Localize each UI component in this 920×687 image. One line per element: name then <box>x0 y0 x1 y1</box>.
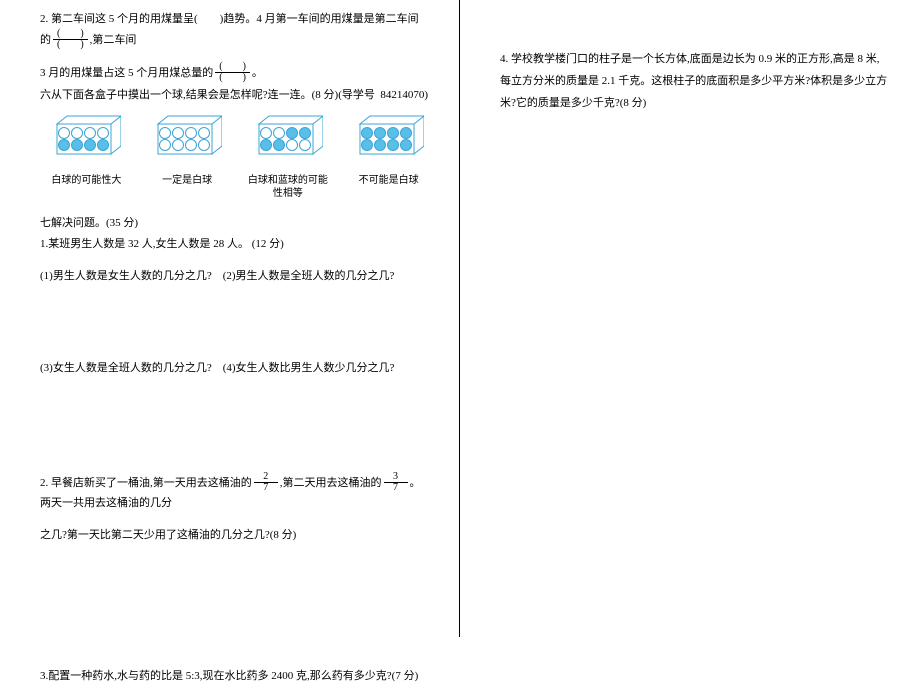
box-item-1: 白球的可能性大 <box>46 114 127 200</box>
box-icon <box>253 114 323 156</box>
q4-line1: 4. 学校教学楼门口的柱子是一个长方体,底面是边长为 0.9 米的正方形,高是 … <box>500 50 890 70</box>
q2-line1: 2. 第二车间这 5 个月的用煤量呈( )趋势。4 月第一车间的用煤量是第二车间… <box>40 10 429 51</box>
left-column: 2. 第二车间这 5 个月的用煤量呈( )趋势。4 月第一车间的用煤量是第二车间… <box>0 0 460 637</box>
page-columns: 2. 第二车间这 5 个月的用煤量呈( )趋势。4 月第一车间的用煤量是第二车间… <box>0 0 920 637</box>
q6-prompt: 六从下面各盒子中摸出一个球,结果会是怎样呢?连一连。(8 分)(导学号 8421… <box>40 86 429 106</box>
box-caption: 白球和蓝球的可能性相等 <box>248 174 329 200</box>
q2-text-b: ,第二车间 <box>90 34 137 46</box>
blank-fraction: ( )( ) <box>215 62 250 83</box>
frac-den: ( ) <box>53 40 88 50</box>
q2-line2: 3 月的用煤量占这 5 个月用煤总量的( )( )。 <box>40 63 429 84</box>
box-icon <box>354 114 424 156</box>
q7-1-sub34: (3)女生人数是全班人数的几分之几? (4)女生人数比男生人数少几分之几? <box>40 359 429 379</box>
q4-line2: 每立方分米的质量是 2.1 千克。这根柱子的底面积是多少平方米?体积是多少立方 <box>500 72 890 92</box>
frac-den: ( ) <box>215 73 250 83</box>
q2-l2-b: 。 <box>252 67 263 79</box>
q7-1: 1.某班男生人数是 32 人,女生人数是 28 人。 (12 分) <box>40 235 429 255</box>
frac-den: 7 <box>254 483 278 493</box>
boxes-row: 白球的可能性大 一定是白球 白球和蓝球的可能性相等 不可能是白球 <box>46 114 429 200</box>
box-item-3: 白球和蓝球的可能性相等 <box>248 114 329 200</box>
q7-2-b: ,第二天用去这桶油的 <box>280 477 382 489</box>
q4-line3: 米?它的质量是多少千克?(8 分) <box>500 94 890 114</box>
box-item-2: 一定是白球 <box>147 114 228 200</box>
q7-2-a: 2. 早餐店新买了一桶油,第一天用去这桶油的 <box>40 477 252 489</box>
fraction-2-7: 27 <box>254 472 278 493</box>
frac-den: 7 <box>384 483 408 493</box>
q7-2-line1: 2. 早餐店新买了一桶油,第一天用去这桶油的27,第二天用去这桶油的37。两天一… <box>40 473 429 514</box>
q7-1-sub12: (1)男生人数是女生人数的几分之几? (2)男生人数是全班人数的几分之几? <box>40 267 429 287</box>
right-column: 4. 学校教学楼门口的柱子是一个长方体,底面是边长为 0.9 米的正方形,高是 … <box>460 0 920 637</box>
blank-fraction: ( )( ) <box>53 29 88 50</box>
q7-header: 七解决问题。(35 分) <box>40 214 429 234</box>
fraction-3-7: 37 <box>384 472 408 493</box>
q7-3: 3.配置一种药水,水与药的比是 5:3,现在水比药多 2400 克,那么药有多少… <box>40 667 429 687</box>
box-caption: 不可能是白球 <box>359 174 419 187</box>
q7-2-line2: 之几?第一天比第二天少用了这桶油的几分之几?(8 分) <box>40 526 429 546</box>
box-caption: 白球的可能性大 <box>51 174 121 187</box>
box-icon <box>152 114 222 156</box>
box-icon <box>51 114 121 156</box>
box-caption: 一定是白球 <box>162 174 212 187</box>
q2-l2-a: 3 月的用煤量占这 5 个月用煤总量的 <box>40 67 213 79</box>
box-item-4: 不可能是白球 <box>348 114 429 200</box>
